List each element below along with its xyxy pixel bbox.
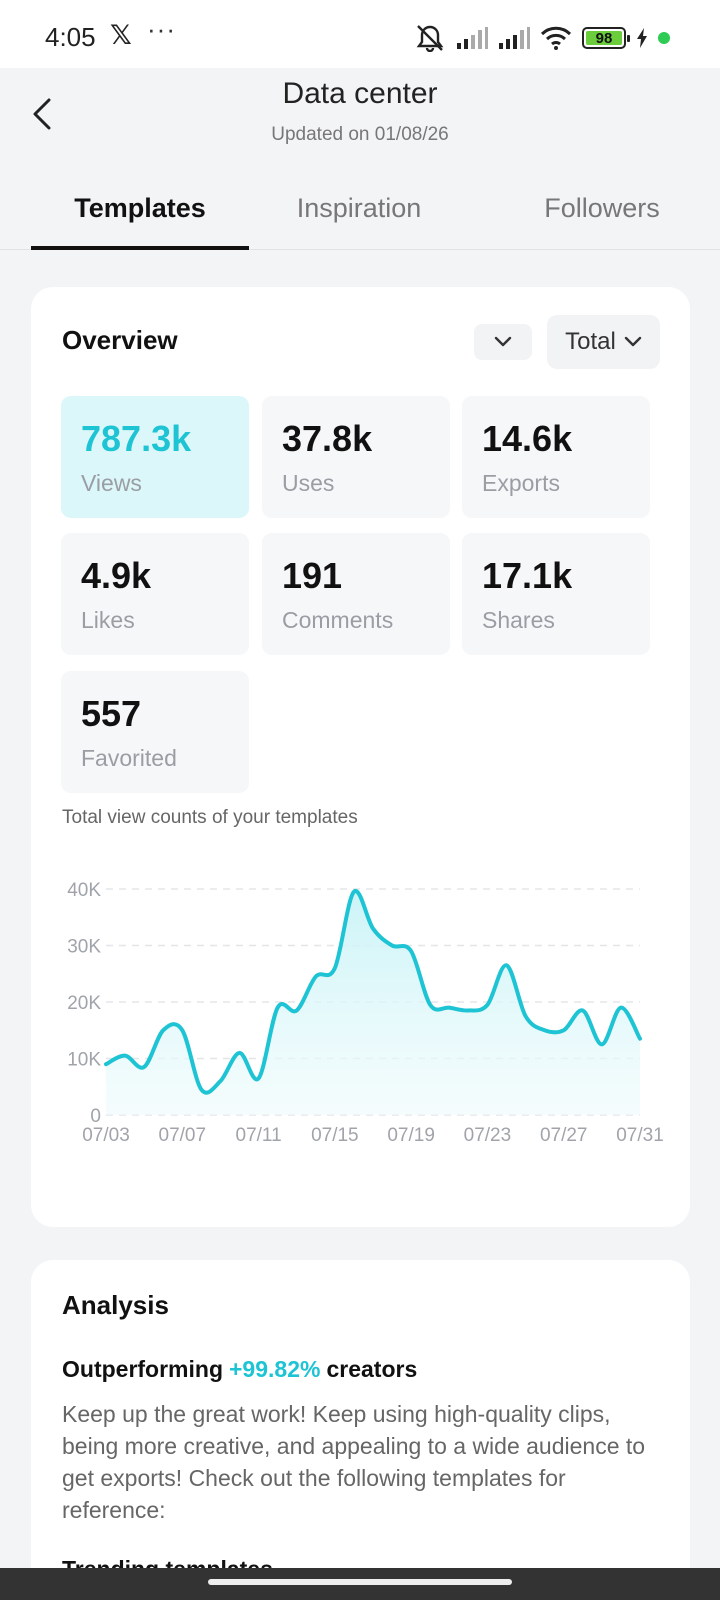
outperform-prefix: Outperforming <box>62 1356 223 1382</box>
views-chart: 0 10K 20K 30K 40K 07/03 07/07 07/11 07/15 07/19 07… <box>67 880 664 1146</box>
analysis-title: Analysis <box>62 1290 169 1320</box>
outperform-suffix: creators <box>326 1356 418 1382</box>
y-tick-label: 40K <box>67 880 101 901</box>
overview-title: Overview <box>62 325 178 355</box>
back-arrow-icon <box>33 98 51 130</box>
total-dropdown-label: Total <box>565 328 616 355</box>
x-tick-label: 07/27 <box>540 1125 588 1146</box>
chevron-down-icon <box>624 336 642 347</box>
overview-card: Overview Total 787.3k Views 37.8k Uses 1… <box>31 287 690 1227</box>
signal-icon <box>498 26 530 50</box>
updated-date: Updated on 01/08/26 <box>271 124 449 145</box>
metric-value: 557 <box>81 693 142 734</box>
metric-value: 17.1k <box>482 555 573 596</box>
back-button[interactable] <box>22 92 62 136</box>
analysis-body: Keep up the great work! Keep using high-… <box>62 1401 646 1523</box>
x-tick-label: 07/07 <box>159 1125 207 1146</box>
page-header: Data center Updated on 01/08/26 Template… <box>0 68 720 252</box>
tab-templates[interactable]: Templates <box>31 180 249 250</box>
metric-shares-tile[interactable]: 17.1k Shares <box>462 533 650 655</box>
metric-value: 787.3k <box>81 418 192 459</box>
x-tick-label: 07/15 <box>311 1125 359 1146</box>
metric-label: Views <box>81 470 142 496</box>
tab-bar: Templates Inspiration Followers <box>0 180 720 250</box>
total-dropdown[interactable]: Total <box>547 315 660 369</box>
y-tick-label: 20K <box>67 993 101 1014</box>
charging-icon <box>636 27 648 49</box>
status-bar: 4:05 𝕏 ··· 98 <box>0 0 720 68</box>
y-tick-label: 10K <box>67 1050 101 1071</box>
signal-icon <box>456 26 488 50</box>
x-tick-label: 07/03 <box>82 1125 130 1146</box>
x-tick-label: 07/11 <box>236 1125 282 1146</box>
metric-uses-tile[interactable]: 37.8k Uses <box>262 396 450 518</box>
metric-favorited-tile[interactable]: 557 Favorited <box>61 671 249 793</box>
outperform-percent: +99.82% <box>229 1356 321 1382</box>
metric-label: Likes <box>81 607 135 633</box>
metric-comments-tile[interactable]: 191 Comments <box>262 533 450 655</box>
privacy-indicator-icon <box>658 32 670 44</box>
x-app-icon: 𝕏 <box>110 20 132 50</box>
views-series-line <box>104 889 642 1095</box>
metric-value: 4.9k <box>81 555 152 596</box>
x-tick-label: 07/19 <box>387 1125 435 1146</box>
metric-likes-tile[interactable]: 4.9k Likes <box>61 533 249 655</box>
tab-inspiration[interactable]: Inspiration <box>296 193 422 223</box>
wifi-icon <box>540 26 572 50</box>
metric-views-tile[interactable]: 787.3k Views <box>61 396 249 518</box>
analysis-card: Analysis Outperforming +99.82% creators Ke… <box>31 1260 690 1600</box>
more-notifications-icon: ··· <box>147 14 176 44</box>
metric-label: Favorited <box>81 745 177 771</box>
page-title: Data center <box>282 77 438 110</box>
metric-value: 37.8k <box>282 418 373 459</box>
metric-label: Shares <box>482 607 555 633</box>
metric-value: 14.6k <box>482 418 573 459</box>
y-tick-label: 30K <box>67 937 101 958</box>
metric-value: 191 <box>282 555 343 596</box>
battery-icon: 98 <box>582 27 630 49</box>
x-tick-label: 07/23 <box>464 1125 512 1146</box>
mute-icon <box>414 24 446 52</box>
battery-level: 98 <box>595 29 613 47</box>
period-dropdown[interactable] <box>474 324 532 360</box>
status-time: 4:05 <box>45 22 96 52</box>
outperform-line: Outperforming +99.82% creators <box>62 1356 417 1383</box>
chevron-down-icon <box>494 336 512 347</box>
x-tick-label: 07/31 <box>616 1125 664 1146</box>
system-nav-bar <box>0 1568 720 1600</box>
views-area <box>106 890 640 1115</box>
metric-label: Uses <box>282 470 335 496</box>
chart-caption: Total view counts of your templates <box>62 807 358 828</box>
metric-exports-tile[interactable]: 14.6k Exports <box>462 396 650 518</box>
home-gesture-bar[interactable] <box>208 1579 512 1585</box>
tab-followers[interactable]: Followers <box>544 193 660 223</box>
metric-label: Exports <box>482 470 560 496</box>
metric-label: Comments <box>282 607 394 633</box>
y-tick-label: 0 <box>90 1106 101 1127</box>
